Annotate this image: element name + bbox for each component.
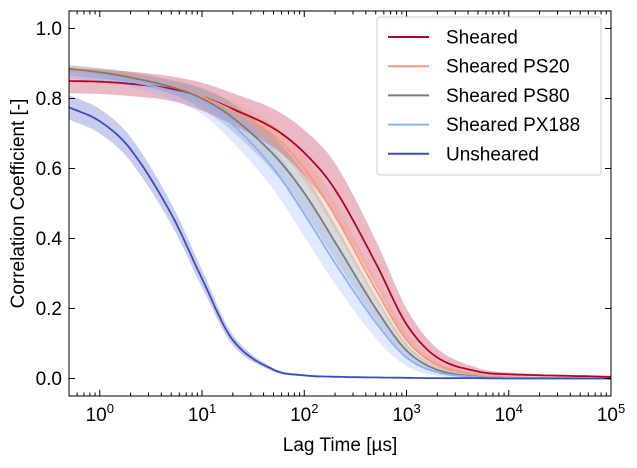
x-tick-label: 105 bbox=[597, 401, 625, 426]
y-tick-label: 0.8 bbox=[36, 89, 62, 110]
y-tick-label: 0.0 bbox=[36, 369, 62, 390]
y-axis-ticks: 0.0 0.2 0.4 0.6 0.8 1.0 bbox=[36, 19, 611, 390]
x-tick-base: 10 bbox=[188, 405, 209, 426]
legend-label-sheared-ps20: Sheared PS20 bbox=[446, 57, 570, 78]
plot-frame bbox=[68, 10, 612, 397]
line-sheared-px188 bbox=[69, 73, 611, 380]
x-axis-label: Lag Time [µs] bbox=[283, 435, 397, 456]
x-tick-exponent: 0 bbox=[107, 401, 114, 416]
legend: Sheared Sheared PS20 Sheared PS80 Sheared P… bbox=[376, 16, 602, 176]
band-sheared-ps20 bbox=[69, 65, 611, 379]
x-tick-base: 10 bbox=[597, 405, 618, 426]
x-axis-ticks: 100 101 102 103 104 105 bbox=[68, 11, 625, 426]
x-tick-base: 10 bbox=[495, 405, 516, 426]
line-unsheared bbox=[69, 106, 611, 380]
legend-label-sheared: Sheared bbox=[446, 28, 518, 49]
x-tick-exponent: 4 bbox=[516, 401, 523, 416]
y-tick-label: 1.0 bbox=[36, 19, 62, 40]
legend-label-sheared-px188: Sheared PX188 bbox=[446, 115, 580, 136]
legend-label-sheared-ps80: Sheared PS80 bbox=[446, 86, 570, 107]
x-tick-label: 101 bbox=[188, 401, 216, 426]
y-tick-label: 0.4 bbox=[36, 229, 63, 250]
x-tick-label: 103 bbox=[392, 401, 420, 426]
x-tick-exponent: 2 bbox=[311, 401, 318, 416]
y-axis-label: Correlation Coefficient [-] bbox=[8, 99, 29, 309]
y-tick-label: 0.2 bbox=[36, 299, 62, 320]
x-tick-base: 10 bbox=[86, 405, 107, 426]
x-tick-exponent: 1 bbox=[209, 401, 216, 416]
x-tick-base: 10 bbox=[290, 405, 311, 426]
x-tick-label: 104 bbox=[495, 401, 523, 426]
x-tick-exponent: 5 bbox=[618, 401, 625, 416]
x-tick-exponent: 3 bbox=[413, 401, 420, 416]
series-lines bbox=[69, 67, 611, 380]
legend-box bbox=[376, 16, 602, 176]
legend-label-unsheared: Unsheared bbox=[446, 144, 539, 165]
x-tick-base: 10 bbox=[392, 405, 413, 426]
x-tick-label: 102 bbox=[290, 401, 318, 426]
x-tick-label: 100 bbox=[86, 401, 114, 426]
y-tick-label: 0.6 bbox=[36, 159, 62, 180]
